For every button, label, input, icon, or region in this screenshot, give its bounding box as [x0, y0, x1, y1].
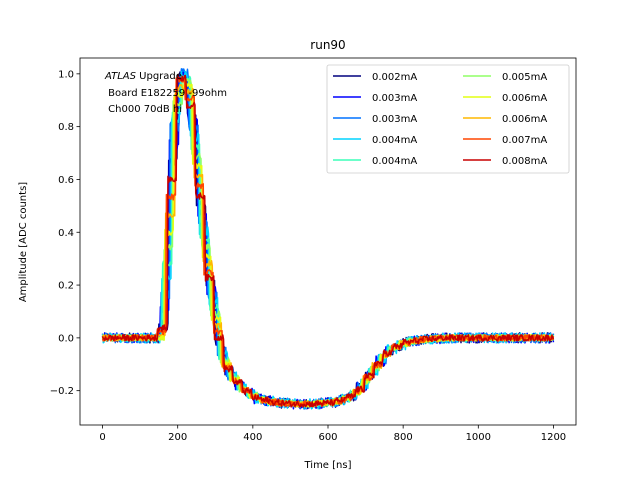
x-tick-label: 400 [243, 432, 262, 443]
legend-label: 0.006mA [502, 114, 547, 125]
legend-label: 0.007mA [502, 135, 547, 146]
y-tick-label: 1.0 [58, 69, 74, 80]
legend-label: 0.008mA [502, 156, 547, 167]
series-line-10 [101, 74, 555, 408]
annotation-atlas: ATLAS [104, 71, 137, 82]
legend-label: 0.003mA [372, 93, 417, 104]
y-tick-label: 0.8 [58, 122, 74, 133]
y-tick-label: 0.4 [58, 228, 74, 239]
series-line-2 [101, 70, 555, 410]
annotation-upgrade: Upgrade [136, 71, 182, 82]
series-layer [101, 68, 555, 410]
annotation-line-3: Ch000 70dB hi [105, 104, 182, 115]
legend-label: 0.004mA [372, 135, 417, 146]
y-tick-label: 0.0 [58, 333, 74, 344]
y-axis-ticks: −0.2 0.0 0.2 0.4 0.6 0.8 1.0 [50, 69, 80, 397]
y-axis-label: Amplitude [ADC counts] [18, 182, 29, 302]
legend-frame [326, 64, 570, 174]
annotation-block: ATLAS Upgrade Board E182259 -99ohm Ch000… [104, 71, 227, 115]
x-tick-label: 0 [99, 432, 105, 443]
x-tick-label: 800 [394, 432, 413, 443]
legend-label: 0.002mA [372, 72, 417, 83]
y-tick-label: −0.2 [50, 386, 74, 397]
x-axis-label: Time [ns] [303, 460, 351, 471]
x-tick-label: 1200 [541, 432, 566, 443]
legend-label: 0.003mA [372, 114, 417, 125]
legend: 0.002mA 0.003mA 0.003mA 0.004mA 0.004mA 0.005… [326, 64, 570, 174]
y-tick-label: 0.2 [58, 281, 74, 292]
legend-label: 0.005mA [502, 72, 547, 83]
y-tick-label: 0.6 [58, 175, 74, 186]
x-tick-label: 1000 [466, 432, 491, 443]
chart-title: run90 [310, 38, 345, 52]
x-axis-ticks: 0 200 400 600 800 1000 1200 [99, 425, 566, 443]
annotation-line-2: Board E182259 -99ohm [105, 88, 227, 99]
x-tick-label: 600 [318, 432, 337, 443]
x-tick-label: 200 [168, 432, 187, 443]
legend-label: 0.006mA [502, 93, 547, 104]
annotation-line-1: ATLAS Upgrade [104, 71, 182, 82]
legend-label: 0.004mA [372, 156, 417, 167]
